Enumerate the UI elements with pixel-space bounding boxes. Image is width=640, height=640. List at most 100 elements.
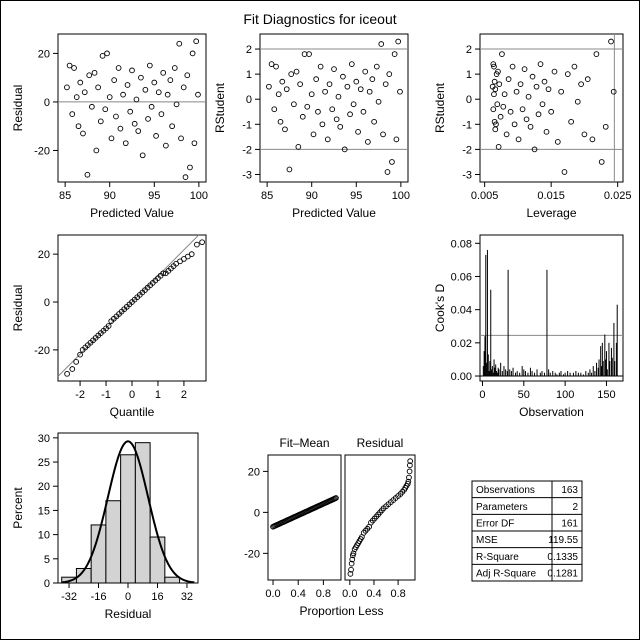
- rstudent-vs-predicted-point: [295, 144, 302, 150]
- residual-vs-predicted-ytick-label: -20: [34, 145, 50, 157]
- residual-vs-predicted-point: [91, 69, 98, 76]
- residual-vs-predicted: 85 90 95 100 -20 0 20 Predicted Value Residual: [11, 33, 208, 220]
- rstudent-vs-predicted-ytick-label: 0: [246, 94, 252, 106]
- rstudent-vs-leverage-point: [503, 131, 510, 138]
- rstudent-vs-predicted-point: [288, 71, 295, 77]
- cooks-d-ytick-label: 0.08: [451, 238, 472, 250]
- rstudent-vs-leverage-point: [495, 68, 501, 75]
- residual-histogram-ytick-label: 20: [38, 481, 50, 493]
- spread-xtick-label: 0.0: [265, 588, 280, 600]
- rstudent-vs-leverage: 0.005 0.015 0.025 -3 -2 -1 0 1 2 Leverage RStudent: [433, 33, 632, 220]
- residual-vs-predicted-point: [173, 101, 180, 108]
- residual-vs-predicted-ytick-label: 20: [38, 48, 50, 60]
- rstudent-vs-leverage-point: [564, 71, 571, 77]
- rstudent-vs-predicted-point: [384, 169, 391, 175]
- stats-value: 0.1281: [547, 569, 578, 580]
- residual-histogram-ytick-label: 10: [38, 530, 50, 542]
- rstudent-vs-leverage-point: [490, 61, 497, 67]
- rstudent-vs-leverage-xtick-label: 0.025: [604, 190, 632, 202]
- residual-vs-predicted-point: [115, 65, 122, 71]
- rstudent-vs-predicted-frame: [259, 33, 409, 183]
- rstudent-vs-leverage-xtick-label: 0.015: [537, 190, 565, 202]
- rstudent-vs-predicted-point: [315, 108, 321, 115]
- qq-plot-ytick-label: 20: [38, 249, 50, 261]
- rstudent-vs-leverage-point: [531, 146, 538, 153]
- stats-value: 119.55: [548, 535, 578, 546]
- rstudent-vs-predicted-ytick-label: 1: [246, 69, 252, 81]
- residual-vs-predicted-point: [139, 152, 146, 159]
- residual-vs-predicted-xtick-label: 95: [148, 190, 160, 202]
- rstudent-vs-predicted-point: [329, 106, 336, 113]
- rstudent-vs-predicted-point: [277, 118, 284, 125]
- rstudent-vs-predicted-ytick-label: -1: [242, 119, 252, 131]
- rstudent-vs-predicted-xtick-label: 100: [392, 190, 410, 202]
- rstudent-vs-predicted-xtick-label: 90: [306, 190, 318, 202]
- rstudent-vs-leverage-point: [561, 169, 568, 175]
- stats-label: Observations: [476, 485, 535, 496]
- rstudent-vs-leverage-point: [537, 61, 544, 67]
- residual-vs-predicted-point: [113, 113, 119, 120]
- qq-plot-point: [199, 239, 205, 246]
- rstudent-vs-leverage-point: [558, 88, 564, 95]
- rstudent-vs-predicted-point: [373, 63, 380, 70]
- cooks-d-ytick-label: 0.04: [451, 305, 472, 317]
- residual-vs-predicted-point: [106, 94, 113, 100]
- rstudent-vs-leverage-point: [507, 108, 514, 115]
- residual-vs-predicted-point: [176, 40, 183, 47]
- rstudent-vs-predicted-point: [268, 61, 275, 67]
- cooks-d-xtick-label: 50: [518, 389, 530, 401]
- rstudent-vs-predicted-xtick-label: 85: [261, 190, 273, 202]
- rstudent-vs-leverage-ytick-label: -3: [462, 169, 472, 181]
- rstudent-vs-predicted-point: [353, 78, 360, 85]
- residual-vs-predicted-point: [164, 91, 171, 98]
- rstudent-vs-leverage-point: [525, 93, 532, 100]
- residual-vs-predicted-point: [120, 91, 126, 98]
- spread-xlabel: Proportion Less: [299, 604, 383, 618]
- residual-histogram-xlabel: Residual: [105, 607, 152, 621]
- residual-histogram-xtick-label: 16: [151, 591, 163, 603]
- residual-vs-predicted-point: [146, 62, 153, 69]
- rstudent-vs-predicted-xlabel: Predicted Value: [292, 206, 376, 220]
- spread-panel-label: Fit–Mean: [279, 436, 329, 450]
- rstudent-vs-predicted-point: [291, 101, 297, 108]
- rstudent-vs-leverage-ytick-label: 2: [466, 44, 472, 56]
- rstudent-vs-predicted-point: [319, 121, 326, 128]
- residual-vs-predicted-xtick-label: 100: [190, 190, 208, 202]
- residual-vs-predicted-point: [182, 174, 189, 180]
- residual-vs-predicted-point: [151, 79, 158, 86]
- spread-panel-frame: [344, 454, 416, 581]
- rstudent-vs-leverage-point: [517, 81, 524, 88]
- spread-ytick-label: -20: [244, 548, 260, 560]
- rstudent-vs-leverage-point: [491, 78, 498, 85]
- qq-plot-point: [105, 323, 112, 329]
- rstudent-vs-predicted-point: [324, 136, 331, 143]
- cooks-d-ylabel: Cook's D: [433, 284, 447, 333]
- rstudent-vs-leverage-point: [491, 63, 497, 70]
- rstudent-vs-leverage-point: [497, 113, 504, 120]
- rstudent-vs-predicted-point: [283, 86, 290, 93]
- stats-value: 161: [561, 519, 578, 530]
- rstudent-vs-predicted-point: [344, 83, 351, 90]
- stats-label: Parameters: [476, 502, 528, 513]
- rstudent-vs-leverage-point: [589, 136, 596, 143]
- rstudent-vs-predicted-point: [386, 71, 393, 77]
- residual-vs-predicted-point: [193, 38, 200, 45]
- histogram-bar: [149, 536, 166, 584]
- rstudent-vs-leverage-point: [548, 108, 555, 115]
- rstudent-vs-predicted-point: [395, 38, 402, 45]
- histogram-bar: [120, 454, 136, 584]
- spread-xtick-label: 0.4: [366, 588, 381, 600]
- residual-histogram-ytick-label: 0: [44, 578, 50, 590]
- histogram-bar: [164, 576, 181, 584]
- stats-value: 0.1335: [547, 552, 578, 563]
- cooks-d-xtick-label: 100: [556, 389, 574, 401]
- spread-ytick-label: 0: [254, 507, 260, 519]
- residual-vs-predicted-point: [195, 91, 201, 98]
- spread-ytick-label: 20: [248, 466, 260, 478]
- rstudent-vs-leverage-point: [581, 131, 588, 138]
- residual-vs-predicted-point: [117, 125, 124, 132]
- cooks-d: 0 50 100 150 0.00 0.02 0.04 0.06 0.08 Observation…: [433, 234, 624, 419]
- spread-residual-point: [406, 468, 413, 475]
- rstudent-vs-predicted-point: [297, 81, 303, 88]
- residual-vs-predicted-point: [84, 171, 91, 178]
